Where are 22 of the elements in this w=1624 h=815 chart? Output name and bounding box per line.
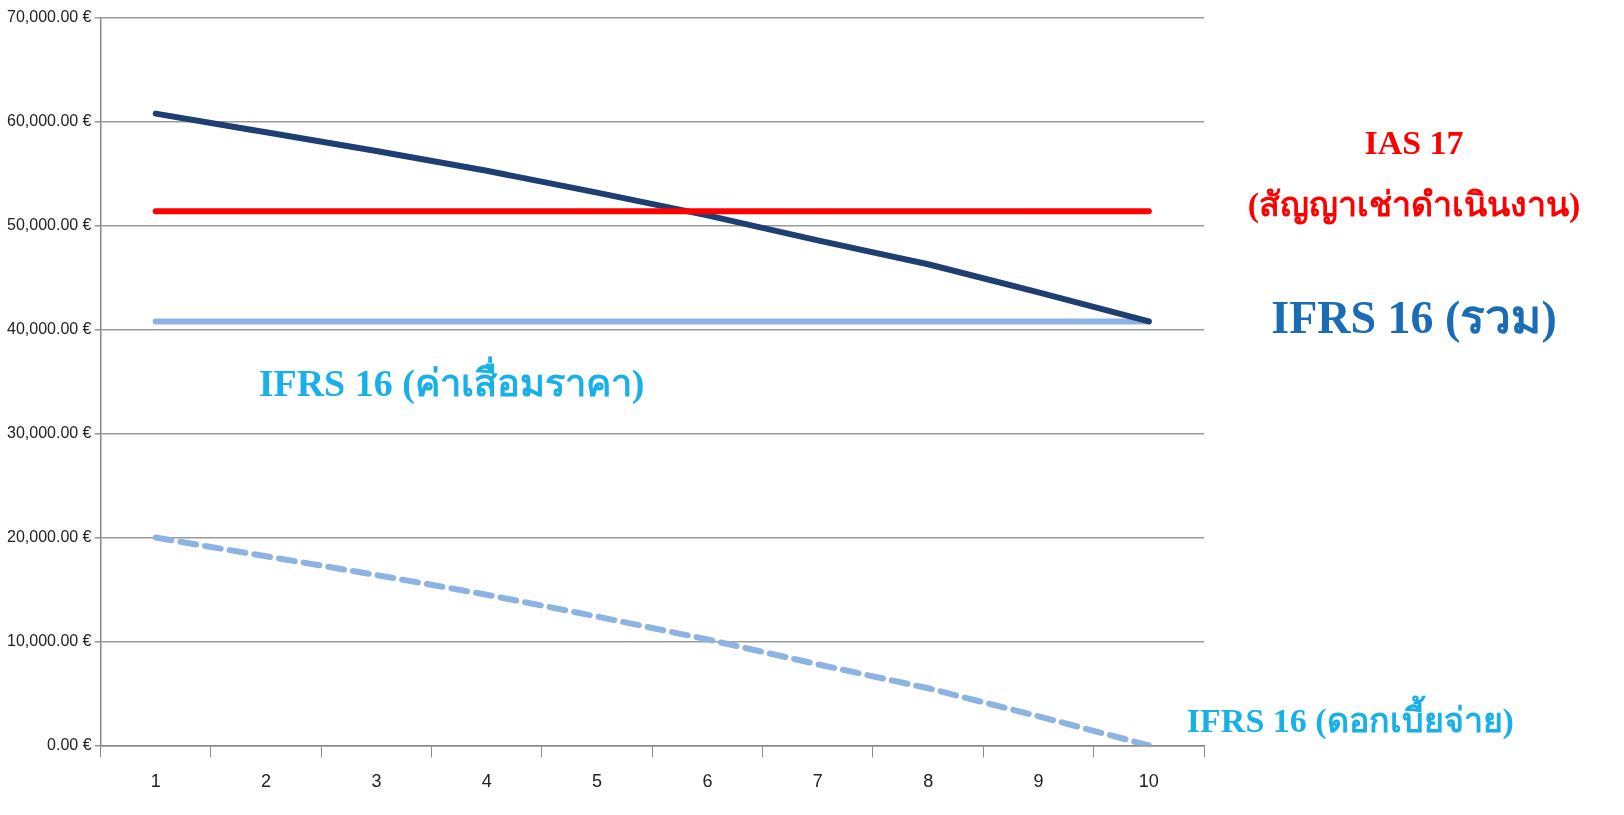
series-label: IFRS 16 (ดอกเบี้ยจ่าย)	[1186, 695, 1514, 741]
y-tick-label: 10,000.00 €	[6, 631, 92, 649]
y-tick-label: 40,000.00 €	[6, 320, 92, 338]
text: IFRS 16 (รวม)	[1271, 292, 1557, 344]
x-tick-label: 5	[592, 771, 603, 792]
x-tick-label: 1	[150, 771, 161, 792]
y-tick-label: 50,000.00 €	[6, 216, 92, 234]
y-tick-label: 20,000.00 €	[6, 527, 92, 545]
x-tick-label: 8	[923, 771, 934, 792]
y-tick-label: 0.00 €	[47, 735, 92, 753]
text: IAS 17 (สัญญาเช่าดำเนินงาน)	[1247, 124, 1581, 225]
x-tick-label: 3	[371, 771, 382, 792]
x-tick-label: 7	[812, 771, 823, 792]
x-tick-label: 9	[1033, 771, 1044, 792]
y-tick-label: 30,000.00 €	[6, 424, 92, 442]
x-tick-label: 10	[1138, 771, 1159, 792]
x-tick-label: 6	[702, 771, 713, 792]
y-tick-label: 70,000.00 €	[6, 8, 92, 26]
y-tick-label: 60,000.00 €	[6, 112, 92, 130]
x-tick-label: 2	[261, 771, 272, 792]
series-label: IFRS 16 (ค่าเสื่อมราคา)	[258, 356, 645, 406]
x-tick-label: 4	[481, 771, 492, 792]
